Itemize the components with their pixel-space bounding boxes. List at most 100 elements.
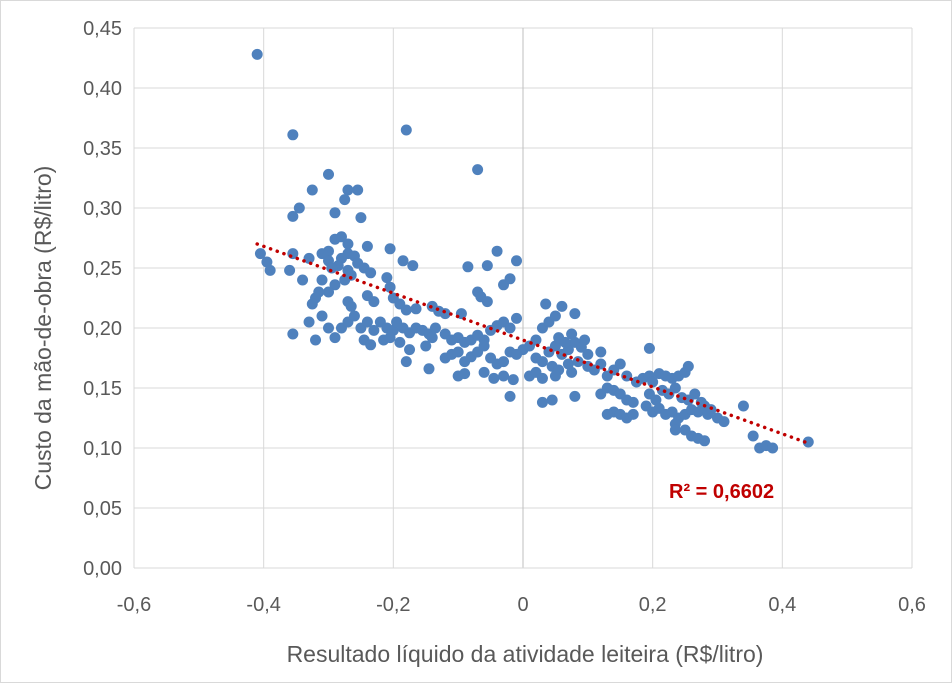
data-point [478,366,490,378]
data-point [488,372,500,384]
data-point [601,408,613,420]
data-point [536,372,548,384]
data-point [802,436,814,448]
data-point [511,312,523,324]
data-point [361,316,373,328]
data-point [504,273,516,285]
data-point [504,322,516,334]
data-point [491,245,503,257]
data-point [627,396,639,408]
x-tick-label: -0,4 [246,594,280,616]
data-point [323,286,334,298]
data-point [316,310,328,322]
data-point [481,260,493,272]
data-point [452,346,464,358]
data-point [420,340,432,352]
data-point [426,332,438,344]
trendline-group [255,242,811,445]
data-point [323,322,334,334]
data-point [439,308,451,320]
data-point [747,430,759,442]
data-point [342,238,354,250]
data-point [566,366,578,378]
x-tick-label: 0,4 [768,594,796,616]
data-point [342,184,354,196]
x-tick-label: 0 [517,594,528,616]
data-point [410,303,422,315]
data-point [303,252,315,264]
x-tick-label: 0,2 [639,594,667,616]
data-point [329,279,341,291]
data-point [569,390,581,402]
data-point [647,376,659,388]
trendline [255,242,811,445]
data-point [254,248,266,260]
data-point [549,340,561,352]
data-point [400,356,412,368]
data-point [404,344,416,356]
data-point [251,48,263,60]
y-tick-label: 0,30 [83,198,122,220]
x-tick-label: -0,2 [376,594,410,616]
data-point [614,358,626,370]
data-point [423,363,435,375]
data-points [251,48,814,454]
data-point [595,346,607,358]
data-point [329,207,341,219]
data-point [549,310,561,322]
r2-annotation: R² = 0,6602 [669,481,774,503]
data-point [303,316,315,328]
data-point [400,124,412,136]
x-axis-title: Resultado líquido da atividade leiteira … [287,641,764,667]
data-point [287,129,299,141]
y-tick-label: 0,25 [83,258,122,280]
y-axis-title: Custo da mão-de-obra (R$/litro) [30,166,56,491]
data-point [394,336,406,348]
y-tick-label: 0,20 [83,318,122,340]
x-tick-label: -0,6 [117,594,151,616]
data-point [579,334,591,346]
data-point [682,360,694,372]
data-point [264,264,276,276]
data-point [498,356,510,368]
data-point [407,260,419,272]
data-point [546,394,558,406]
data-point [316,274,328,286]
y-tick-label: 0,15 [83,378,122,400]
data-point [718,416,730,428]
data-point [368,296,380,308]
data-point [481,296,493,308]
data-point [511,255,523,267]
data-point [365,267,377,279]
data-point [329,332,341,344]
data-point [310,334,322,346]
data-point [284,264,296,276]
data-point [297,274,309,286]
data-point [462,261,474,273]
data-point [556,300,568,312]
data-point [365,339,377,351]
data-point [261,256,273,268]
data-point [384,332,396,344]
data-point [549,370,561,382]
data-point [306,298,318,310]
data-point [536,356,548,368]
y-tick-label: 0,00 [83,558,122,580]
data-point [400,304,412,316]
data-point [352,184,364,196]
data-point [669,382,681,394]
data-point [348,310,360,322]
x-tick-label: 0,6 [898,594,926,616]
data-point [562,358,574,370]
y-tick-label: 0,40 [83,78,122,100]
data-point [643,342,655,354]
data-point [329,233,341,245]
data-point [536,396,548,408]
data-point [540,298,552,310]
data-point [368,324,380,336]
data-point [306,184,318,196]
data-point [472,164,484,176]
data-point [361,240,373,252]
data-point [650,394,662,406]
